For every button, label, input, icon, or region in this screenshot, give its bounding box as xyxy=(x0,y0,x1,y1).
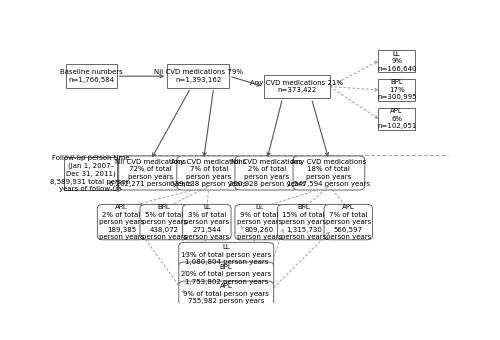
Text: Nil CVD medications
2% of total
person years
200,928 person years: Nil CVD medications 2% of total person y… xyxy=(228,159,305,187)
Text: Nil CVD medications
72% of total
person years
6,202,271 person years: Nil CVD medications 72% of total person … xyxy=(109,159,192,187)
Text: Follow-up person time
(Jan 1, 2007–
Dec 31, 2011)
8,589,931 total person
years o: Follow-up person time (Jan 1, 2007– Dec … xyxy=(50,155,130,192)
FancyBboxPatch shape xyxy=(98,204,146,240)
FancyBboxPatch shape xyxy=(182,204,231,240)
Text: LL
3% of total
person years
271,544
person years: LL 3% of total person years 271,544 pers… xyxy=(184,204,230,240)
Text: APL
9% of total person years
755,982 person years: APL 9% of total person years 755,982 per… xyxy=(184,283,269,304)
Text: Nil CVD medications 79%
n=1,393,162: Nil CVD medications 79% n=1,393,162 xyxy=(154,69,242,83)
FancyBboxPatch shape xyxy=(64,157,117,190)
FancyBboxPatch shape xyxy=(140,204,188,240)
Text: BPL
5% of total
person years
438,072
person years: BPL 5% of total person years 438,072 per… xyxy=(142,204,187,240)
Text: LL
9% of total
person years
809,260
person years: LL 9% of total person years 809,260 pers… xyxy=(236,204,282,240)
FancyBboxPatch shape xyxy=(235,156,299,190)
FancyBboxPatch shape xyxy=(264,75,330,98)
FancyBboxPatch shape xyxy=(179,281,274,306)
Text: Any CVD medications
18% of total
person years
1,547,594 person years: Any CVD medications 18% of total person … xyxy=(288,159,370,187)
Text: APL
7% of total
person years
566,597
person years: APL 7% of total person years 566,597 per… xyxy=(326,204,371,240)
FancyBboxPatch shape xyxy=(167,64,229,88)
Text: LL
13% of total person years
1,080,804 person years: LL 13% of total person years 1,080,804 p… xyxy=(181,244,272,265)
Text: BPL
20% of total person years
1,753,802 person years: BPL 20% of total person years 1,753,802 … xyxy=(181,264,272,285)
Text: Any CVD medications 21%
n=373,422: Any CVD medications 21% n=373,422 xyxy=(250,80,344,94)
Text: Baseline numbers
n=1,766,584: Baseline numbers n=1,766,584 xyxy=(60,69,123,83)
Text: APL
6%
n=102,051: APL 6% n=102,051 xyxy=(377,108,416,129)
FancyBboxPatch shape xyxy=(179,262,274,287)
Text: LL
9%
n=166,640: LL 9% n=166,640 xyxy=(377,51,416,72)
Text: BPL
15% of total
person years
1,315,730
person years: BPL 15% of total person years 1,315,730 … xyxy=(281,204,326,240)
FancyBboxPatch shape xyxy=(378,50,415,72)
FancyBboxPatch shape xyxy=(66,64,117,88)
FancyBboxPatch shape xyxy=(293,156,365,190)
FancyBboxPatch shape xyxy=(235,204,284,240)
FancyBboxPatch shape xyxy=(177,156,241,190)
Text: Any CVD medications
7% of total
person years
639,138 person years: Any CVD medications 7% of total person y… xyxy=(170,159,247,187)
FancyBboxPatch shape xyxy=(378,79,415,101)
Text: BPL
17%
n=300,995: BPL 17% n=300,995 xyxy=(377,79,416,100)
FancyBboxPatch shape xyxy=(378,107,415,130)
FancyBboxPatch shape xyxy=(278,204,330,240)
Text: APL
2% of total
person years
189,385
person years: APL 2% of total person years 189,385 per… xyxy=(99,204,144,240)
FancyBboxPatch shape xyxy=(179,242,274,267)
FancyBboxPatch shape xyxy=(324,204,372,240)
FancyBboxPatch shape xyxy=(118,156,182,190)
